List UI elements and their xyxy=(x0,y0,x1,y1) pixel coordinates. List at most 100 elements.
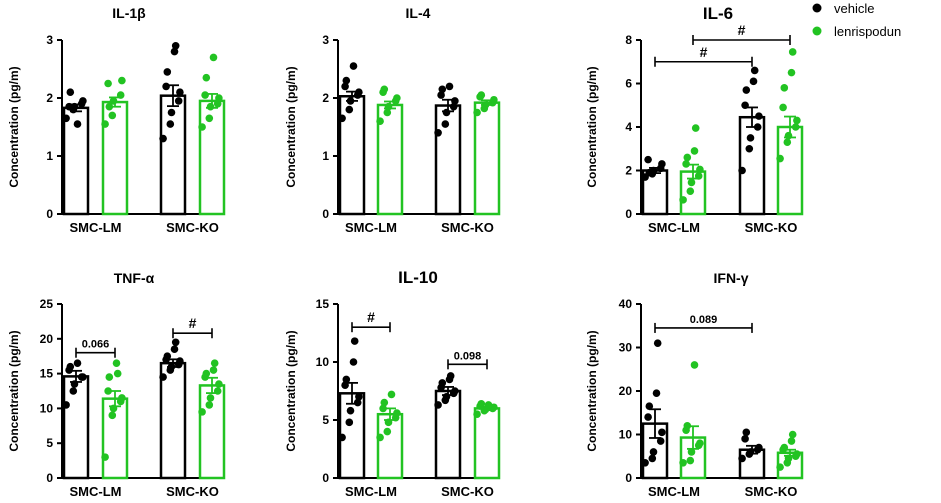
data-point xyxy=(696,165,704,174)
data-point xyxy=(108,411,117,420)
y-tick-label: 0 xyxy=(625,207,632,221)
legend-label-lenrispodun: lenrispodun xyxy=(834,24,901,39)
data-point xyxy=(380,398,389,407)
chart-panel-1: IL-1β Concentration (pg/m) 0 1 2 3 SMC-LM SMC-K… xyxy=(7,5,226,235)
data-point xyxy=(442,393,451,401)
data-point xyxy=(202,73,211,82)
significance-label: # xyxy=(367,309,375,325)
y-tick-label: 0 xyxy=(322,207,329,221)
legend-marker-vehicle xyxy=(812,3,822,13)
data-point xyxy=(690,361,699,369)
y-tick-label: 4 xyxy=(625,120,632,134)
y-tick-label: 5 xyxy=(322,413,329,427)
data-point xyxy=(104,387,112,395)
data-point xyxy=(750,66,759,75)
data-point xyxy=(683,153,692,162)
data-point xyxy=(176,88,184,96)
data-point xyxy=(163,68,172,76)
data-point xyxy=(645,402,654,411)
data-point xyxy=(206,102,215,111)
data-point xyxy=(159,373,167,381)
data-point xyxy=(65,102,73,111)
data-point xyxy=(108,111,117,120)
data-point xyxy=(438,379,447,387)
chart-panel-3: IL-6 Concentration (pg/m) 0 2 4 6 8 SMC-LM SMC-K… xyxy=(585,4,804,235)
significance-label: # xyxy=(189,315,197,331)
chart-title: IL-4 xyxy=(406,5,431,21)
x-tick-label: SMC-KO xyxy=(166,484,219,499)
data-point xyxy=(105,373,114,381)
y-tick-label: 15 xyxy=(40,367,54,381)
legend: vehicle lenrispodun xyxy=(812,1,901,39)
chart-panel-2: IL-4 Concentration (pg/m) 0 1 2 3 SMC-LM SMC-KO xyxy=(284,5,501,235)
data-point xyxy=(787,437,796,445)
data-point xyxy=(101,453,109,461)
y-tick-label: 10 xyxy=(316,355,330,369)
data-point xyxy=(477,91,486,99)
data-point xyxy=(451,97,459,105)
data-point xyxy=(105,102,114,111)
data-point xyxy=(682,160,690,168)
data-point xyxy=(379,404,387,413)
x-tick-label: SMC-KO xyxy=(166,220,219,235)
data-point xyxy=(101,120,109,128)
data-point xyxy=(779,103,787,112)
y-axis-label: Concentration (pg/m) xyxy=(7,330,21,451)
bar-lenrispodun-smc-lm xyxy=(101,100,129,216)
data-point xyxy=(741,101,749,110)
significance-label: 0.098 xyxy=(454,350,482,362)
data-point xyxy=(644,155,652,164)
data-point xyxy=(355,88,363,96)
data-point xyxy=(793,450,801,458)
data-point xyxy=(749,77,758,86)
data-point xyxy=(201,91,209,99)
y-tick-label: 8 xyxy=(625,33,632,47)
data-point xyxy=(742,86,751,94)
data-point xyxy=(687,448,696,456)
data-point xyxy=(690,147,699,155)
chart-panel-6: IFN-γ Concentration (pg/m) 0 10 20 30 40 SMC-LM… xyxy=(585,270,804,499)
y-tick-label: 1 xyxy=(322,149,329,163)
y-tick-label: 20 xyxy=(40,332,54,346)
data-point xyxy=(70,102,79,111)
data-point xyxy=(780,84,789,92)
data-point xyxy=(198,408,206,416)
y-tick-label: 5 xyxy=(46,436,53,450)
data-point xyxy=(755,443,763,452)
data-point xyxy=(791,123,800,131)
y-tick-label: 3 xyxy=(322,33,329,47)
data-point xyxy=(118,76,126,85)
x-tick-label: SMC-KO xyxy=(441,484,494,499)
data-point xyxy=(355,393,363,401)
data-point xyxy=(349,62,358,70)
x-tick-label: SMC-KO xyxy=(745,484,798,499)
data-point xyxy=(658,160,666,168)
data-point xyxy=(649,448,658,456)
data-point xyxy=(446,372,455,380)
y-tick-label: 10 xyxy=(40,401,54,415)
data-point xyxy=(205,401,214,409)
data-point xyxy=(346,406,355,415)
data-point xyxy=(215,380,223,388)
data-point xyxy=(658,428,666,437)
y-tick-label: 6 xyxy=(625,77,632,91)
bar-vehicle-smc-lm xyxy=(338,95,366,216)
data-point xyxy=(656,437,665,445)
data-point xyxy=(162,82,170,91)
data-point xyxy=(174,97,183,105)
data-point xyxy=(780,443,789,452)
y-axis-label: Concentration (pg/m) xyxy=(585,330,599,451)
data-point xyxy=(113,369,122,378)
data-point xyxy=(118,394,126,402)
data-point xyxy=(338,433,346,442)
x-tick-label: SMC-LM xyxy=(648,484,700,499)
data-point xyxy=(209,366,218,374)
data-point xyxy=(679,458,687,467)
data-point xyxy=(738,454,746,463)
data-point xyxy=(434,129,442,137)
y-axis-label: Concentration (pg/m) xyxy=(284,66,298,187)
data-point xyxy=(170,47,179,56)
data-point xyxy=(738,166,746,175)
data-point xyxy=(109,404,118,413)
data-point xyxy=(73,359,82,367)
